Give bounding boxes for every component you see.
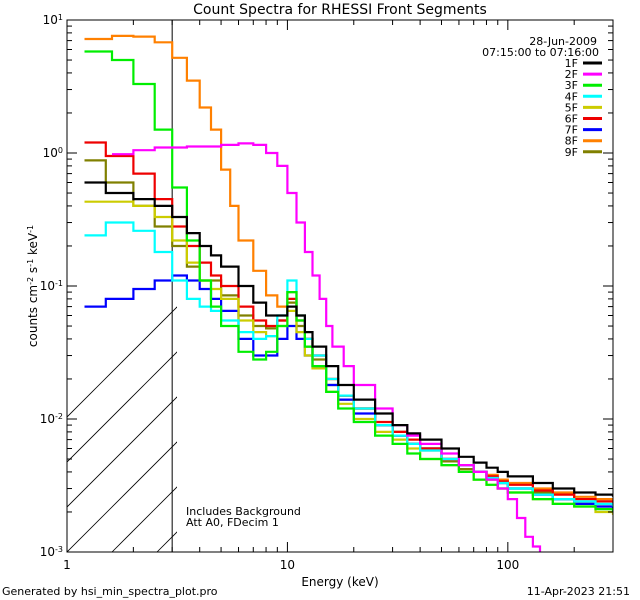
x-tick-label: 1 xyxy=(63,558,71,572)
y-axis-label: counts cm-2 s-1 keV-1 xyxy=(26,225,41,347)
series-line-5F xyxy=(84,200,613,515)
chart-title: Count Spectra for RHESSI Front Segments xyxy=(193,2,487,18)
x-axis-label: Energy (keV) xyxy=(301,575,378,589)
annotation-time-range: 07:15:00 to 07:16:00 xyxy=(482,46,599,59)
legend-label-9F: 9F xyxy=(565,146,578,159)
y-tick-label: 10-1 xyxy=(40,279,63,294)
legend-label-7F: 7F xyxy=(565,124,578,137)
legend-label-5F: 5F xyxy=(565,101,578,114)
shaded-low-energy-region xyxy=(67,0,640,552)
series-line-8F xyxy=(84,34,613,502)
annotation-date: 28-Jun-2009 xyxy=(529,35,597,48)
y-tick-label: 101 xyxy=(43,13,63,28)
x-tick-labels: 1 10 100 xyxy=(63,558,519,572)
y-tick-label: 10-3 xyxy=(40,545,63,560)
series-line-4F xyxy=(84,221,613,507)
y-tick-label: 10-2 xyxy=(40,412,63,427)
series-line-1F xyxy=(84,181,613,497)
axis-ticks xyxy=(66,20,614,553)
annotation-attenuator: Att A0, FDecim 1 xyxy=(186,516,279,529)
hatch-line xyxy=(247,0,640,552)
series-line-7F xyxy=(84,274,613,510)
hatch-line xyxy=(67,351,177,463)
y-tick-labels: 101 100 10-1 10-2 10-3 xyxy=(40,13,63,560)
hatch-line xyxy=(337,0,640,552)
x-tick-label: 100 xyxy=(496,558,519,572)
hatch-line xyxy=(382,0,640,552)
legend-label-4F: 4F xyxy=(565,90,578,103)
series-line-9F xyxy=(84,159,613,510)
series-line-6F xyxy=(84,141,613,504)
hatch-line xyxy=(67,396,177,508)
x-tick-label: 10 xyxy=(280,558,295,572)
hatch-line xyxy=(607,0,640,552)
footer-generated: Generated by hsi_min_spectra_plot.pro xyxy=(2,585,218,598)
annotation-background: Includes Background xyxy=(186,505,301,518)
y-tick-label: 100 xyxy=(43,146,63,161)
legend-label-1F: 1F xyxy=(565,57,578,70)
hatch-line xyxy=(517,0,640,552)
series-line-2F xyxy=(112,142,542,552)
hatch-line xyxy=(67,441,177,552)
legend-label-8F: 8F xyxy=(565,135,578,148)
legend-label-2F: 2F xyxy=(565,68,578,81)
plot-frame xyxy=(66,19,614,553)
footer-date: 11-Apr-2023 21:51 xyxy=(527,585,630,598)
legend-label-6F: 6F xyxy=(565,113,578,126)
legend-label-3F: 3F xyxy=(565,79,578,92)
series-group xyxy=(84,34,613,552)
hatch-line xyxy=(111,486,177,552)
series-line-3F xyxy=(84,50,613,512)
